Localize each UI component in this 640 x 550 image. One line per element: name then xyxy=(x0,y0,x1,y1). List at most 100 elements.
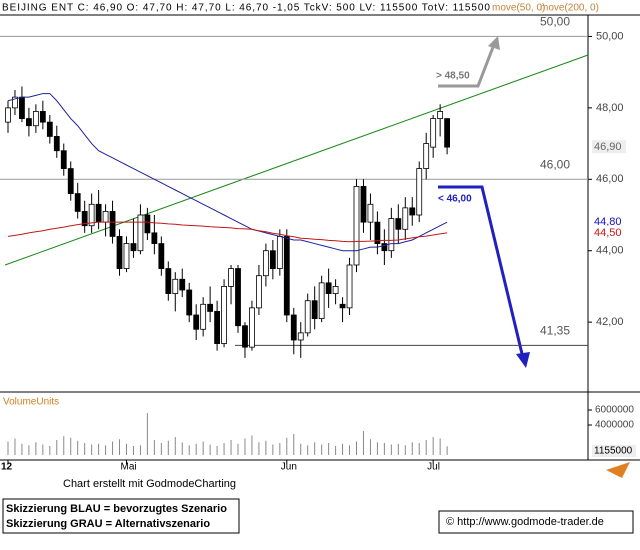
candle-body xyxy=(186,289,193,316)
price-tag xyxy=(592,225,626,239)
candle-body xyxy=(130,243,137,252)
y-tick-label: 44,00 xyxy=(596,245,624,257)
candle-body xyxy=(367,203,374,223)
candle-body xyxy=(325,282,332,294)
candle-body xyxy=(95,203,102,223)
candle-body xyxy=(5,107,11,123)
blue-arrow xyxy=(438,185,525,359)
y-tick-label: 48,00 xyxy=(596,102,624,114)
candle-body xyxy=(269,250,276,269)
candle-body xyxy=(109,211,116,237)
y-tick-label: 50,00 xyxy=(596,30,624,42)
candle-body xyxy=(339,303,346,309)
candle-body xyxy=(172,278,179,294)
x-tick-label: Jul xyxy=(427,462,440,473)
candle-body xyxy=(290,314,297,341)
y-tick-label: 6000000 xyxy=(595,405,634,416)
candle-body xyxy=(207,303,214,312)
candle-body xyxy=(19,96,25,119)
candle-body xyxy=(242,325,248,348)
header-info: BEIJING ENT C: 46,90 O: 47,70 H: 47,70 L… xyxy=(2,3,490,14)
candle-body xyxy=(179,278,186,291)
level-label: 50,00 xyxy=(540,15,570,29)
candle-body xyxy=(39,111,46,123)
candle-body xyxy=(46,121,53,137)
candle-body xyxy=(88,203,95,227)
logo-icon xyxy=(606,462,630,478)
x-tick-label: Jun xyxy=(281,462,297,473)
candle-body xyxy=(283,236,290,316)
y-tick-label: 42,00 xyxy=(596,316,624,328)
price-tag-label: 44,80 xyxy=(594,216,622,228)
url-box xyxy=(438,510,634,534)
price-tag xyxy=(592,140,626,154)
annotation: > 48,50 xyxy=(436,71,470,82)
candle-body xyxy=(151,232,158,244)
candle-body xyxy=(318,282,325,319)
candle-body xyxy=(200,303,207,330)
candle-body xyxy=(137,214,144,252)
candle-body xyxy=(256,275,262,309)
price-tag xyxy=(592,215,626,229)
candle-body xyxy=(32,111,39,127)
candle-body xyxy=(360,186,367,223)
credit: Chart erstellt mit GodmodeCharting xyxy=(63,478,236,490)
legend-entry: move(50, 0) xyxy=(492,3,545,14)
price-tag-label: 46,90 xyxy=(594,141,622,153)
candle-body xyxy=(12,96,18,109)
candle-body xyxy=(102,211,109,223)
candle-body xyxy=(116,236,123,269)
candle-body xyxy=(60,150,67,169)
level-label: 41,35 xyxy=(540,324,570,338)
candle-body xyxy=(332,286,339,294)
candle-body xyxy=(214,311,221,344)
candle-body xyxy=(67,168,74,194)
gray-arrow xyxy=(438,41,497,88)
candle-body xyxy=(165,268,172,294)
candle-body xyxy=(123,243,130,269)
candle-body xyxy=(53,136,60,152)
candle-body xyxy=(423,143,430,169)
candle-body xyxy=(81,211,88,227)
legend-gray: Skizzierung GRAU = Alternativszenario xyxy=(6,518,210,530)
price-tag-label: 44,50 xyxy=(594,227,622,239)
candle-body xyxy=(262,250,269,277)
trend-line xyxy=(4,54,589,266)
moving-average xyxy=(7,221,448,243)
moving-average xyxy=(7,93,448,252)
volume-tag xyxy=(592,445,636,457)
candle-body xyxy=(381,243,388,252)
candle-body xyxy=(409,207,416,216)
url: © http://www.godmode-trader.de xyxy=(446,516,604,528)
candle-body xyxy=(144,214,151,234)
candle-body xyxy=(297,332,304,341)
candle-body xyxy=(444,118,451,148)
candle-body xyxy=(430,118,437,148)
candle-body xyxy=(249,307,255,348)
x-tick-label: 12 xyxy=(1,462,13,473)
candle-body xyxy=(346,264,353,309)
candle-body xyxy=(235,268,241,327)
legend-entry: move(200, 0) xyxy=(540,3,599,14)
y-tick-label: 4000000 xyxy=(595,420,634,431)
legend-box xyxy=(2,498,240,534)
candle-body xyxy=(374,221,381,244)
candle-body xyxy=(26,118,32,127)
blue-arrowhead xyxy=(516,352,530,368)
candle-body xyxy=(388,218,395,252)
candle-body xyxy=(437,111,444,119)
candle-body xyxy=(416,168,423,216)
candle-body xyxy=(193,314,200,330)
candle-body xyxy=(221,286,227,344)
gray-arrowhead xyxy=(488,36,500,50)
candle-body xyxy=(353,186,360,266)
candle-body xyxy=(228,268,234,287)
x-tick-label: Mai xyxy=(120,462,136,473)
volume-tag-label: 1155000 xyxy=(594,446,633,457)
legend-blue: Skizzierung BLAU = bevorzugtes Szenario xyxy=(6,503,227,515)
candle-body xyxy=(276,236,283,269)
candle-body xyxy=(395,218,402,230)
candle-body xyxy=(402,207,409,230)
candle-body xyxy=(304,300,311,334)
